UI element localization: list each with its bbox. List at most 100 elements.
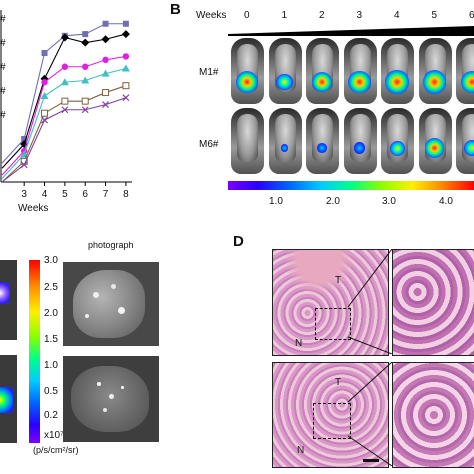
point-open-square-w4 [41, 109, 49, 117]
colorbar-c-tick-4: 1.0 [44, 360, 58, 371]
week-label-2: 2 [319, 10, 325, 21]
mouse-image-M1-week-0 [231, 38, 264, 104]
week-label-4: 4 [394, 10, 400, 21]
point-open-square-w8 [122, 82, 130, 90]
mouse-image-M6-week-3 [343, 108, 377, 174]
histology-zoom-bottom [392, 362, 474, 468]
colorbar-c-tick-0: 3.0 [44, 255, 58, 266]
mouse-image-M1-week-3 [343, 38, 377, 104]
x-tick-label-5: 5 [62, 189, 68, 200]
row-label-m1: M1# [199, 67, 219, 78]
panel-d-letter: D [233, 233, 244, 250]
x-tick-label-3: 3 [21, 189, 27, 200]
mouse-image-M6-week-1 [268, 108, 302, 174]
point-square-w3 [21, 136, 28, 142]
point-square-w6 [82, 31, 89, 38]
mouse-image-M6-week-4 [381, 108, 414, 174]
point-diamond-w6 [81, 38, 90, 47]
photograph-label: photograph [88, 240, 134, 250]
week-label-1: 1 [281, 10, 288, 21]
colorbar-c-unit: (p/s/cm²/sr) [33, 445, 79, 455]
histology-zoom-top [392, 249, 474, 356]
point-square-w8 [122, 20, 129, 27]
mouse-image-M1-week-4 [381, 38, 414, 104]
y-tick-label-4: # [0, 110, 6, 121]
week-label-6: 6 [469, 10, 474, 21]
mouse-image-M6-week-2 [306, 108, 339, 174]
y-tick-label-0: # [0, 14, 6, 25]
zoom-lines-bottom [347, 362, 393, 466]
point-x-w3 [20, 161, 28, 169]
point-diamond-w5 [60, 33, 69, 42]
panel-c-colorbar [29, 260, 40, 443]
point-square-w7 [102, 20, 109, 27]
point-x-w5 [61, 106, 69, 114]
colorbar-b-tick-2: 2.0 [326, 196, 340, 207]
point-circle-w6 [82, 63, 89, 70]
panel-b-colorbar [228, 181, 474, 190]
mouse-image-M1-week-1 [268, 38, 302, 104]
colorbar-c-tick-5: 0.5 [44, 386, 58, 397]
label-n-bottom: N [297, 445, 305, 456]
point-x-w6 [81, 106, 89, 114]
colorbar-b-tick-1: 1.0 [269, 196, 283, 207]
tumor-photo-bottom [63, 356, 159, 442]
point-x-w8 [122, 94, 130, 102]
y-tick-label-3: # [0, 86, 6, 97]
point-x-w7 [102, 101, 109, 109]
bli-image-top [0, 260, 17, 340]
x-tick-label-4: 4 [42, 189, 48, 200]
point-square-w4 [41, 50, 48, 56]
scale-bar [363, 459, 379, 462]
colorbar-b-tick-4: 4.0 [439, 196, 453, 207]
point-circle-w5 [61, 63, 69, 70]
mouse-image-M1-week-5 [418, 38, 452, 104]
week-label-5: 5 [431, 10, 438, 21]
panel-a-chart: # # # # #3 4 5 6 7 8 [0, 10, 132, 200]
colorbar-c-exponent: x10⁷ [44, 430, 64, 441]
point-triangle-w8 [121, 64, 130, 72]
point-triangle-w4 [40, 92, 49, 99]
point-open-square-w7 [102, 89, 110, 97]
row-label-m6: M6# [199, 139, 219, 150]
y-tick-label-2: # [0, 62, 6, 73]
colorbar-b-tick-3: 3.0 [382, 196, 396, 207]
point-triangle-w6 [81, 76, 90, 84]
point-circle-w7 [102, 56, 109, 64]
point-circle-w8 [122, 53, 130, 60]
mouse-image-M6-week-6 [456, 108, 474, 174]
colorbar-c-tick-2: 2.0 [44, 308, 58, 319]
label-t-bottom: T [335, 377, 342, 388]
mouse-image-M1-week-2 [306, 38, 339, 104]
mouse-image-M6-week-0 [231, 108, 264, 174]
x-tick-label-7: 7 [103, 189, 109, 200]
tumor-photo-top [63, 262, 159, 346]
point-diamond-w7 [101, 35, 110, 44]
colorbar-c-tick-6: 0.2 [44, 410, 58, 421]
colorbar-c-tick-3: 1.5 [44, 334, 58, 345]
week-progress-wedge [228, 26, 474, 36]
point-diamond-w8 [121, 30, 130, 39]
point-open-square-w6 [81, 97, 89, 105]
panel-b-letter: B [170, 1, 181, 18]
mouse-image-M1-week-6 [456, 38, 474, 104]
histology-overview-top: T N [272, 249, 389, 356]
week-label-3: 3 [356, 10, 363, 21]
panel-a-xlabel: Weeks [18, 203, 49, 214]
week-label-0: 0 [244, 10, 250, 21]
x-tick-label-6: 6 [82, 189, 88, 200]
point-triangle-w7 [101, 69, 110, 77]
mouse-image-M6-week-5 [418, 108, 452, 174]
point-triangle-w5 [60, 78, 69, 86]
label-t-top: T [335, 275, 342, 286]
panel-b-weeks-label: Weeks [196, 10, 227, 21]
bli-image-bottom [0, 355, 17, 443]
zoom-lines-top [347, 249, 393, 354]
point-x-w4 [41, 116, 48, 124]
y-tick-label-1: # [0, 38, 6, 49]
colorbar-c-tick-1: 2.5 [44, 282, 58, 293]
point-circle-w4 [41, 79, 48, 86]
x-tick-label-8: 8 [123, 189, 129, 200]
label-n-top: N [295, 338, 303, 349]
point-open-square-w5 [61, 97, 69, 105]
